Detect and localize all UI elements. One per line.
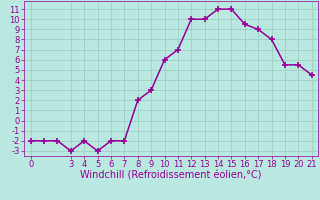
X-axis label: Windchill (Refroidissement éolien,°C): Windchill (Refroidissement éolien,°C) [80,171,262,181]
